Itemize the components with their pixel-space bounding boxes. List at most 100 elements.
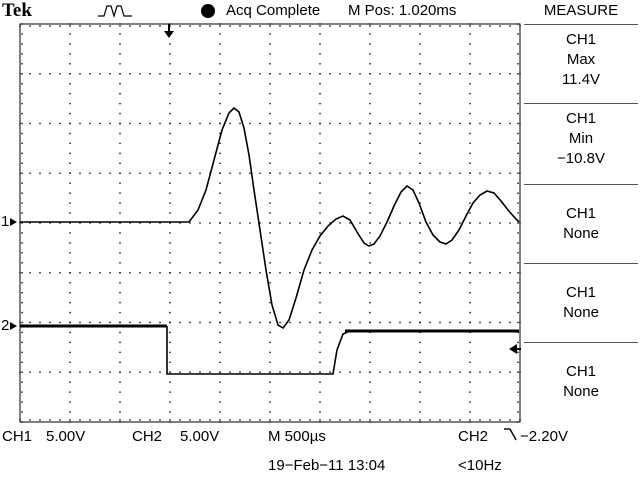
horizontal-position: M Pos: 1.020ms <box>348 2 457 19</box>
graticule-dot <box>99 222 101 224</box>
graticule-dot <box>517 192 519 194</box>
graticule-dot <box>49 419 51 421</box>
graticule-dot <box>419 172 421 174</box>
graticule-dot <box>269 132 271 135</box>
graticule-dot <box>99 122 101 125</box>
measure-slot-1[interactable]: CH1 Max 11.4V <box>522 30 640 90</box>
graticule-dot <box>69 401 71 403</box>
date-time: 19−Feb−11 13:04 <box>268 457 386 474</box>
graticule-dot <box>169 291 171 294</box>
graticule-dot <box>339 272 341 274</box>
measure-slot-5[interactable]: CH1 None <box>522 362 640 402</box>
graticule-dot <box>219 102 221 105</box>
graticule-dot <box>359 419 361 421</box>
graticule-dot <box>79 321 81 324</box>
graticule-dot <box>399 371 401 373</box>
graticule-dot <box>179 172 181 174</box>
graticule-dot <box>339 122 341 125</box>
graticule-dot <box>479 73 481 75</box>
graticule-dot <box>419 282 421 284</box>
graticule-dot <box>169 212 171 214</box>
graticule-dot <box>169 321 171 324</box>
graticule-dot <box>219 242 221 244</box>
graticule-dot <box>219 25 221 27</box>
graticule-dot <box>419 419 421 421</box>
graticule-dot <box>259 122 261 125</box>
graticule-dot <box>89 419 91 421</box>
graticule-dot <box>219 92 221 95</box>
graticule-dot <box>119 142 121 145</box>
graticule-dot <box>289 122 291 125</box>
graticule-dot <box>189 172 191 174</box>
graticule-dot <box>249 419 251 421</box>
graticule-dot <box>119 242 121 244</box>
graticule-dot <box>169 73 171 75</box>
graticule-dot <box>269 401 271 403</box>
graticule-dot <box>469 73 471 75</box>
graticule-dot <box>79 25 81 27</box>
graticule-dot <box>269 112 271 115</box>
graticule-dot <box>249 172 251 174</box>
graticule-dot <box>269 152 271 155</box>
graticule-dot <box>419 381 421 383</box>
graticule-dot <box>119 53 121 55</box>
graticule-dot <box>21 132 23 135</box>
graticule-dot <box>369 43 371 45</box>
graticule-dot <box>229 222 231 224</box>
graticule-dot <box>517 361 519 363</box>
graticule-dot <box>139 122 141 125</box>
graticule-dot <box>517 262 519 264</box>
graticule-dot <box>289 371 291 373</box>
graticule-dot <box>289 419 291 421</box>
graticule-dot <box>219 419 221 421</box>
measure-source: CH1 <box>565 205 596 222</box>
graticule-dot <box>139 73 141 75</box>
measure-divider <box>524 342 638 343</box>
graticule-dot <box>489 222 491 224</box>
graticule-dot <box>369 25 371 27</box>
graticule-dot <box>439 272 441 274</box>
graticule-dot <box>39 419 41 421</box>
graticule-dot <box>119 272 121 274</box>
graticule-dot <box>469 122 471 125</box>
graticule-dot <box>21 83 23 85</box>
graticule-dot <box>21 381 23 383</box>
graticule-dot <box>449 272 451 274</box>
graticule-dot <box>369 152 371 155</box>
graticule-dot <box>21 331 23 334</box>
graticule-dot <box>309 122 311 125</box>
graticule-dot <box>219 321 221 324</box>
graticule-dot <box>29 172 31 174</box>
graticule-dot <box>469 212 471 214</box>
measure-title[interactable]: MEASURE <box>543 2 619 19</box>
measure-slot-3[interactable]: CH1 None <box>522 204 640 244</box>
measure-slot-2[interactable]: CH1 Min −10.8V <box>522 109 640 169</box>
graticule-dot <box>21 421 23 423</box>
graticule-dot <box>189 222 191 224</box>
graticule-dot <box>239 73 241 75</box>
graticule-dot <box>419 102 421 105</box>
graticule-dot <box>79 371 81 373</box>
graticule-dot <box>109 419 111 421</box>
graticule-dot <box>409 371 411 373</box>
measure-slot-4[interactable]: CH1 None <box>522 283 640 323</box>
graticule-dot <box>169 182 171 184</box>
graticule-dot <box>289 222 291 224</box>
graticule-dot <box>169 331 171 334</box>
graticule-dot <box>419 162 421 164</box>
graticule-dot <box>329 419 331 421</box>
graticule-dot <box>129 73 131 75</box>
graticule-dot <box>369 252 371 254</box>
graticule-dot <box>179 73 181 75</box>
graticule-dot <box>279 122 281 125</box>
graticule-dot <box>199 222 201 224</box>
graticule-dot <box>169 341 171 344</box>
graticule-dot <box>359 371 361 373</box>
graticule-dot <box>469 23 471 25</box>
graticule-dot <box>469 132 471 135</box>
graticule-dot <box>269 351 271 354</box>
graticule-dot <box>169 351 171 354</box>
graticule-dot <box>59 122 61 125</box>
graticule-dot <box>79 222 81 224</box>
graticule-dot <box>269 272 271 274</box>
